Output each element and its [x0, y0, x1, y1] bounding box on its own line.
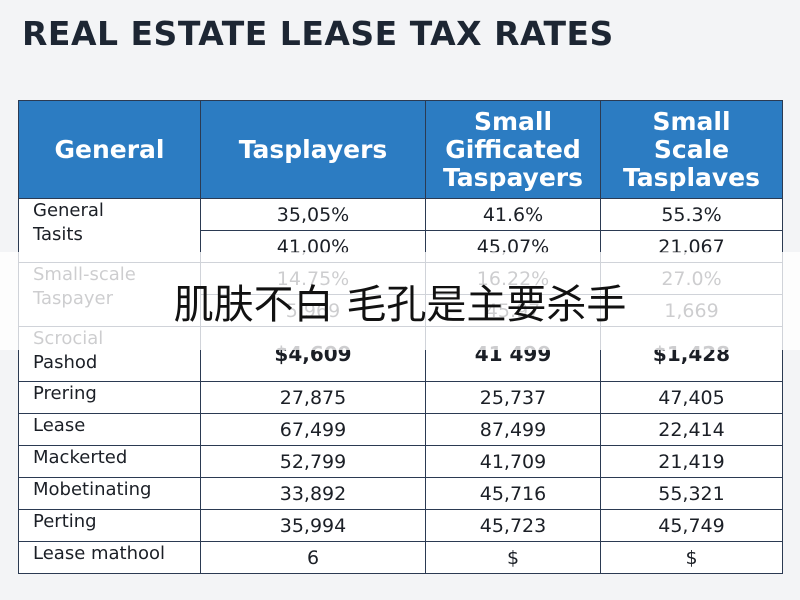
row-label-line: Perting — [33, 511, 97, 532]
data-cell: 22,414 — [600, 413, 783, 446]
row-label: Mackerted — [18, 445, 201, 478]
cell-text: 35,05% — [276, 203, 350, 226]
cell-text: $ — [506, 546, 520, 569]
cell-text: 35,994 — [279, 514, 347, 537]
row-label: Prering — [18, 381, 201, 414]
data-cell: 55.3% — [600, 198, 783, 231]
row-label-line: Tasits — [33, 224, 83, 245]
row-label-line: Lease mathool — [33, 543, 166, 564]
cell-text: 87,499 — [479, 418, 547, 441]
data-cell: 41.6% — [425, 198, 601, 231]
cell-text: 41,709 — [479, 450, 547, 473]
cell-text: 21,419 — [658, 450, 725, 473]
data-cell: 25,737 — [425, 381, 601, 414]
row-label-line: Mackerted — [33, 447, 128, 468]
cell-text: 52,799 — [279, 450, 347, 473]
data-cell: $ — [600, 541, 783, 574]
cell-text: 22,414 — [658, 418, 725, 441]
header-text: Small Scale Tasplaves — [622, 106, 761, 192]
data-cell: 27,875 — [200, 381, 426, 414]
header-cell: Small Gifficated Taspayers — [425, 100, 601, 199]
cell-text: 45,723 — [479, 514, 547, 537]
data-cell: 33,892 — [200, 477, 426, 510]
cell-text: 45,749 — [658, 514, 725, 537]
data-cell: 45,716 — [425, 477, 601, 510]
row-label: Lease mathool — [18, 541, 201, 574]
cell-text: $ — [685, 546, 698, 569]
row-label: Lease — [18, 413, 201, 446]
data-cell: $ — [425, 541, 601, 574]
cell-text: 6 — [306, 546, 320, 569]
row-label-line: General — [33, 200, 104, 221]
row-label-line: Pashod — [33, 352, 98, 373]
header-cell: Small Scale Tasplaves — [600, 100, 783, 199]
row-label: Mobetinating — [18, 477, 201, 510]
data-cell: 35,05% — [200, 198, 426, 231]
data-cell: 52,799 — [200, 445, 426, 478]
data-cell: 35,994 — [200, 509, 426, 542]
data-cell: 45,749 — [600, 509, 783, 542]
header-text: Tasplayers — [238, 134, 388, 164]
cell-text: 45,716 — [479, 482, 547, 505]
data-cell: 6 — [200, 541, 426, 574]
cell-text: 47,405 — [658, 386, 725, 409]
row-label-line: Lease — [33, 415, 86, 436]
cell-text: 41.6% — [482, 203, 544, 226]
cell-text: 33,892 — [279, 482, 347, 505]
data-cell: 87,499 — [425, 413, 601, 446]
title: REAL ESTATE LEASE TAX RATES — [22, 14, 614, 53]
data-cell: 67,499 — [200, 413, 426, 446]
cell-text: 55,321 — [658, 482, 725, 505]
data-cell: 55,321 — [600, 477, 783, 510]
cell-text: 55.3% — [661, 203, 722, 226]
header-cell: Tasplayers — [200, 100, 426, 199]
cell-text: 67,499 — [279, 418, 347, 441]
cell-text: 25,737 — [479, 386, 547, 409]
data-cell: 21,419 — [600, 445, 783, 478]
data-cell: 45,723 — [425, 509, 601, 542]
cell-text: 27,875 — [279, 386, 347, 409]
header-text: Small Gifficated Taspayers — [442, 106, 584, 192]
row-label-line: Prering — [33, 383, 97, 404]
overlay-banner: 肌肤不白 毛孔是主要杀手 — [0, 252, 800, 350]
data-cell: 47,405 — [600, 381, 783, 414]
header-text: General — [54, 134, 165, 164]
row-label: Perting — [18, 509, 201, 542]
header-cell: General — [18, 100, 201, 199]
row-label-line: Mobetinating — [33, 479, 152, 500]
data-cell: 41,709 — [425, 445, 601, 478]
